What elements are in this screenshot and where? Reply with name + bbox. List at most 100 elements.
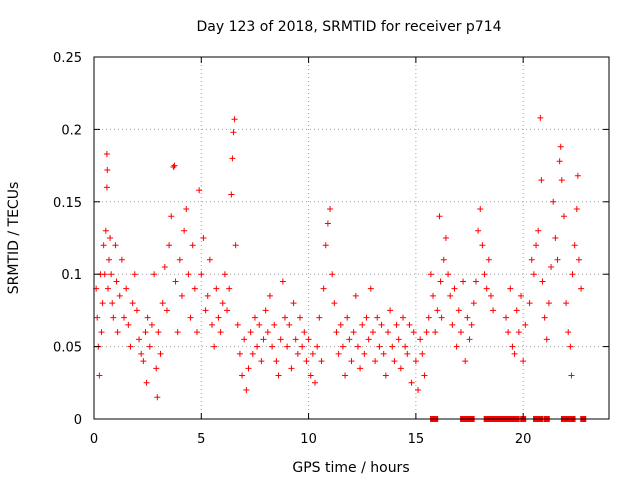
data-point	[455, 307, 462, 314]
data-point	[144, 314, 151, 321]
data-point	[481, 271, 488, 278]
data-point	[354, 343, 361, 350]
data-point	[108, 271, 115, 278]
data-point	[211, 343, 218, 350]
data-point	[209, 321, 216, 328]
data-point	[202, 307, 209, 314]
data-point	[245, 365, 252, 372]
data-point	[307, 372, 314, 379]
data-point	[342, 372, 349, 379]
data-point	[329, 271, 336, 278]
data-point	[200, 235, 207, 241]
data-point	[530, 271, 537, 278]
data-point	[151, 271, 158, 278]
data-point	[113, 278, 120, 285]
data-point	[449, 321, 456, 328]
data-point	[297, 314, 303, 321]
y-tick-label: 0.1	[61, 268, 82, 283]
data-point	[104, 166, 111, 173]
data-point	[249, 350, 256, 357]
data-point	[171, 162, 178, 169]
data-point	[243, 387, 250, 394]
data-point	[226, 285, 233, 292]
data-point	[538, 177, 545, 184]
x-tick-label: 5	[197, 432, 205, 447]
data-point	[142, 329, 149, 336]
data-point	[327, 206, 334, 213]
data-point	[361, 350, 368, 357]
data-point	[503, 314, 509, 321]
data-point	[153, 365, 160, 372]
data-point	[568, 372, 575, 379]
data-point	[376, 343, 383, 350]
data-point	[331, 300, 338, 307]
x-tick-label: 20	[515, 432, 532, 447]
data-point	[107, 235, 114, 241]
data-point	[299, 343, 306, 350]
data-point	[194, 329, 200, 336]
data-point	[404, 350, 411, 357]
data-point	[560, 213, 567, 220]
data-point	[256, 321, 263, 328]
data-point	[96, 372, 103, 379]
data-point	[518, 292, 525, 299]
data-point	[575, 256, 582, 263]
ticks-layer: 0 5 10 15 20 0 0.05 0.1 0.15 0.2 0.25	[53, 51, 609, 447]
data-point	[440, 256, 447, 263]
data-point	[181, 227, 188, 234]
data-point	[254, 343, 261, 350]
data-point	[229, 155, 236, 162]
data-point	[309, 350, 316, 357]
data-point	[573, 206, 580, 213]
chart-title: Day 123 of 2018, SRMTID for receiver p71…	[196, 19, 501, 35]
data-point	[335, 350, 342, 357]
data-point	[143, 379, 150, 386]
data-point	[535, 227, 542, 234]
data-point	[286, 321, 293, 328]
data-point	[483, 285, 490, 292]
data-point	[434, 307, 441, 314]
data-point	[196, 187, 203, 194]
data-point	[103, 151, 110, 158]
data-point	[406, 321, 413, 328]
data-point	[324, 220, 331, 227]
data-point	[432, 329, 439, 336]
data-point	[408, 379, 415, 386]
data-point	[380, 350, 387, 357]
data-point	[447, 292, 454, 299]
data-point	[322, 242, 329, 249]
data-point	[138, 350, 145, 357]
data-point	[247, 329, 254, 336]
data-point	[316, 314, 323, 321]
data-point	[98, 329, 105, 336]
data-point	[178, 292, 185, 299]
data-point	[526, 300, 533, 307]
y-tick-label: 0.2	[61, 123, 82, 138]
data-point	[103, 184, 110, 191]
data-point	[410, 329, 417, 336]
data-point	[509, 343, 516, 350]
data-point	[157, 350, 164, 357]
data-point	[166, 242, 173, 249]
data-point	[112, 242, 119, 249]
data-point	[395, 336, 402, 343]
data-point	[234, 321, 241, 328]
data-point	[198, 271, 205, 278]
data-point	[110, 314, 117, 321]
data-point	[176, 256, 183, 263]
data-point	[101, 271, 108, 278]
data-point	[545, 300, 552, 307]
data-point	[337, 321, 344, 328]
data-point	[421, 372, 428, 379]
data-point	[382, 372, 389, 379]
y-tick-label: 0.05	[53, 341, 82, 356]
data-point	[320, 285, 327, 292]
data-point	[451, 285, 458, 292]
data-point	[569, 271, 576, 278]
data-point	[515, 329, 522, 336]
data-point	[507, 285, 514, 292]
x-tick-label: 10	[300, 432, 317, 447]
data-point	[505, 329, 512, 336]
data-point	[131, 271, 138, 278]
y-tick-label: 0.15	[53, 196, 82, 211]
